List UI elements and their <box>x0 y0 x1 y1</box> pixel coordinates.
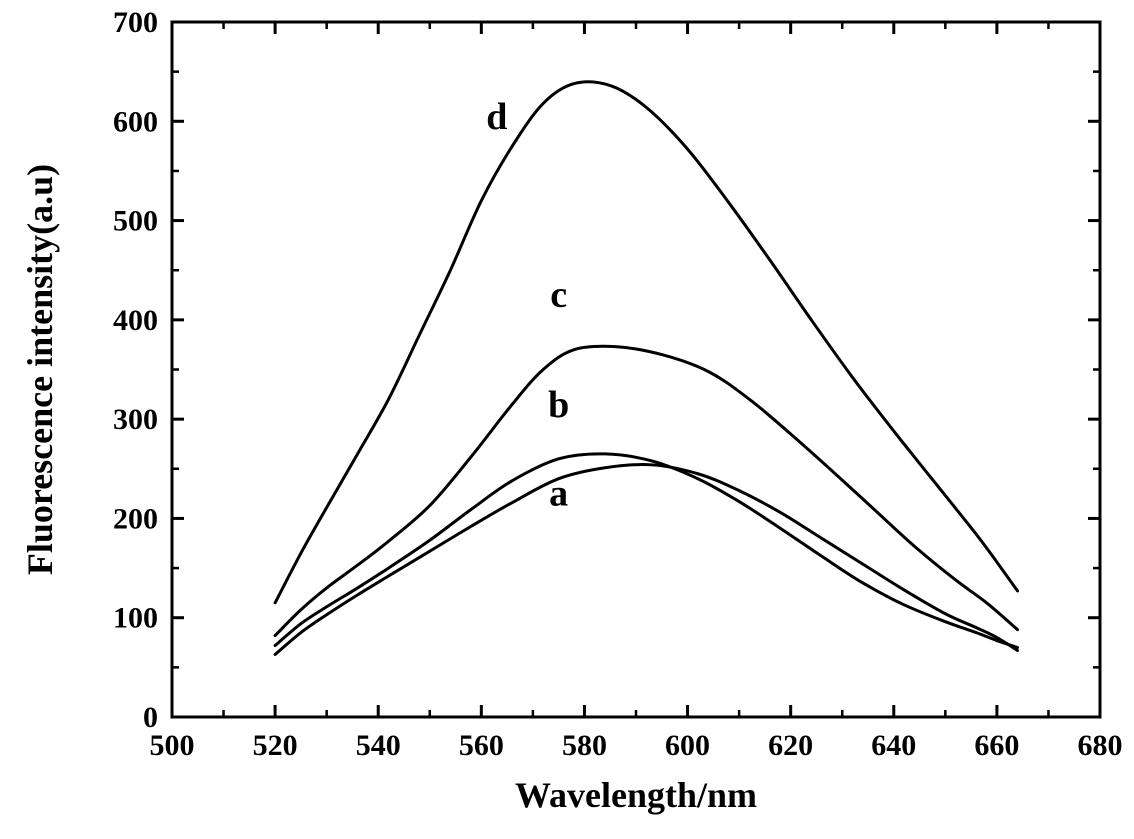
y-axis-label: Fluorescence intensity(a.u) <box>20 164 60 575</box>
series-a <box>275 465 1017 655</box>
x-tick-label: 540 <box>356 729 401 762</box>
fluorescence-spectrum-chart: 500 520 540 560 580 600 620 640 660 680 0 100 200 30… <box>0 0 1134 839</box>
y-tick-label: 400 <box>113 304 158 337</box>
series-label-d: d <box>486 96 507 138</box>
x-tick-label: 660 <box>974 729 1019 762</box>
x-tick-label: 520 <box>253 729 298 762</box>
x-tick-label: 600 <box>665 729 710 762</box>
x-tick-label: 680 <box>1078 729 1123 762</box>
series-label-a: a <box>549 473 568 515</box>
x-axis: 500520540560580600620640660680 <box>150 22 1123 762</box>
y-tick-label: 0 <box>143 701 158 734</box>
y-tick-label: 700 <box>113 6 158 39</box>
series-group <box>275 82 1017 655</box>
y-tick-label: 200 <box>113 502 158 535</box>
y-tick-label: 500 <box>113 205 158 238</box>
x-axis-label: Wavelength/nm <box>515 775 757 815</box>
y-tick-label: 100 <box>113 602 158 635</box>
series-b <box>275 454 1017 648</box>
plot-box <box>172 22 1100 717</box>
y-tick-label: 300 <box>113 403 158 436</box>
x-tick-label: 560 <box>459 729 504 762</box>
x-tick-label: 580 <box>562 729 607 762</box>
y-tick-label: 600 <box>113 105 158 138</box>
series-label-b: b <box>548 384 569 426</box>
series-d <box>275 82 1017 603</box>
x-tick-label: 640 <box>871 729 916 762</box>
series-labels: a b c d <box>486 96 569 514</box>
series-label-c: c <box>550 274 567 316</box>
x-tick-label: 620 <box>768 729 813 762</box>
